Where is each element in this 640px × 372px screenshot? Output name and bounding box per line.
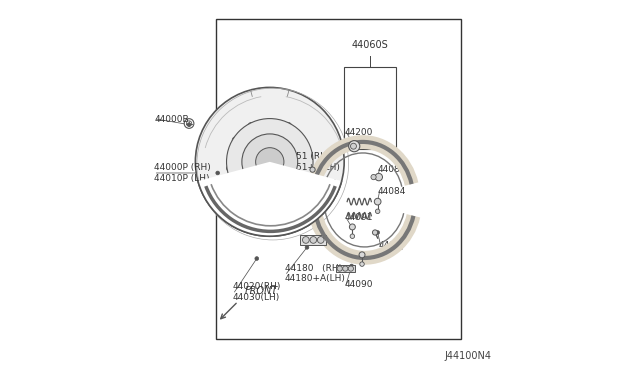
Text: 44091: 44091 bbox=[344, 213, 372, 222]
Circle shape bbox=[376, 209, 380, 214]
Text: 44020(RH)
44030(LH): 44020(RH) 44030(LH) bbox=[232, 282, 281, 302]
Circle shape bbox=[317, 237, 324, 243]
Bar bbox=[300, 235, 326, 245]
Text: 44060S: 44060S bbox=[352, 40, 388, 50]
Text: 440BJ: 440BJ bbox=[379, 241, 404, 250]
Circle shape bbox=[293, 171, 301, 180]
Text: 44000P (RH)
44010P (LH): 44000P (RH) 44010P (LH) bbox=[154, 163, 211, 183]
Circle shape bbox=[310, 167, 315, 172]
Circle shape bbox=[186, 121, 192, 126]
Circle shape bbox=[227, 119, 313, 205]
Circle shape bbox=[329, 180, 338, 189]
Text: 44083: 44083 bbox=[378, 165, 406, 174]
Circle shape bbox=[348, 266, 353, 271]
Circle shape bbox=[359, 252, 365, 258]
Circle shape bbox=[349, 225, 353, 229]
Circle shape bbox=[235, 158, 243, 166]
Circle shape bbox=[351, 143, 356, 149]
Circle shape bbox=[374, 198, 381, 205]
Circle shape bbox=[349, 141, 360, 152]
Circle shape bbox=[259, 187, 267, 196]
Circle shape bbox=[349, 224, 355, 230]
Bar bbox=[336, 265, 355, 272]
Circle shape bbox=[259, 128, 267, 136]
Circle shape bbox=[291, 180, 300, 189]
Circle shape bbox=[285, 122, 291, 129]
Circle shape bbox=[305, 246, 309, 249]
Text: 44090: 44090 bbox=[344, 280, 372, 289]
Text: 44084: 44084 bbox=[378, 187, 406, 196]
Circle shape bbox=[248, 122, 255, 129]
Circle shape bbox=[216, 171, 220, 175]
Text: 44051 (RH)
44051+A(LH): 44051 (RH) 44051+A(LH) bbox=[279, 152, 340, 171]
Text: FRONT: FRONT bbox=[244, 286, 278, 296]
Bar bbox=[216, 19, 461, 339]
Circle shape bbox=[371, 174, 376, 180]
FancyBboxPatch shape bbox=[301, 178, 328, 190]
Wedge shape bbox=[198, 162, 342, 236]
Bar bbox=[344, 67, 396, 149]
Circle shape bbox=[376, 199, 380, 203]
Circle shape bbox=[353, 143, 356, 147]
Circle shape bbox=[349, 264, 353, 268]
Circle shape bbox=[360, 262, 364, 266]
Circle shape bbox=[372, 230, 378, 235]
Circle shape bbox=[293, 144, 301, 152]
Circle shape bbox=[376, 231, 380, 234]
Circle shape bbox=[238, 187, 244, 194]
Circle shape bbox=[337, 266, 342, 271]
Text: 44180   (RH)
44180+A(LH): 44180 (RH) 44180+A(LH) bbox=[285, 264, 346, 283]
Circle shape bbox=[184, 119, 194, 128]
Circle shape bbox=[255, 257, 259, 260]
Text: J44100N4: J44100N4 bbox=[444, 351, 491, 361]
Circle shape bbox=[255, 148, 284, 176]
Circle shape bbox=[310, 237, 317, 243]
Circle shape bbox=[350, 234, 355, 238]
Circle shape bbox=[301, 180, 305, 184]
Circle shape bbox=[342, 266, 348, 271]
Circle shape bbox=[303, 237, 309, 243]
Text: 44000B: 44000B bbox=[154, 115, 189, 124]
Circle shape bbox=[187, 123, 191, 126]
Circle shape bbox=[195, 87, 344, 236]
Circle shape bbox=[376, 175, 380, 179]
Circle shape bbox=[375, 173, 383, 181]
Text: 44200: 44200 bbox=[344, 128, 372, 137]
Circle shape bbox=[227, 165, 233, 171]
Circle shape bbox=[242, 134, 298, 190]
Circle shape bbox=[232, 137, 239, 144]
